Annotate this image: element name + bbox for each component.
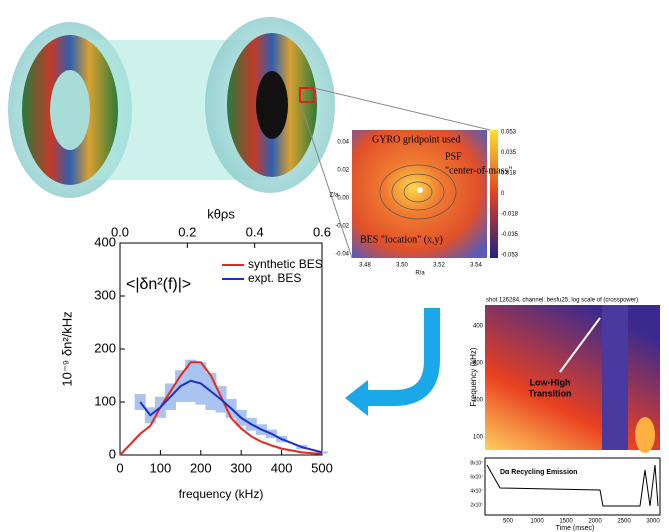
lower-title: Dα Recycling Emission: [500, 469, 577, 476]
y-tick-label: 300: [94, 287, 116, 302]
spectrogram-y-tick: 300: [473, 361, 484, 367]
inset-y-tick: -0.04: [335, 252, 349, 258]
time-tick: 2000: [588, 519, 602, 525]
time-tick: 3000: [646, 519, 660, 525]
spectrogram-annotation: Low-High: [530, 377, 571, 387]
inset-y-label: Z/a: [330, 193, 339, 199]
x-tick-label: 400: [271, 460, 293, 475]
figure: 0 100 200 300 400 0 100 200 300 400 500 0.0 0.2 0.4 0.…: [0, 0, 669, 532]
x2-tick-label: 0.4: [246, 224, 264, 239]
y-tick-label: 100: [94, 393, 116, 408]
lower-y-tick: 6x10⁷: [470, 474, 483, 480]
x-axis-label: frequency (kHz): [179, 487, 264, 501]
x-tick-label: 100: [150, 460, 172, 475]
y-axis-label: 10⁻⁹ δn²/kHz: [59, 311, 74, 386]
lower-y-tick: 4x10⁷: [470, 488, 483, 494]
colorbar-tick: -0.035: [501, 232, 519, 238]
spectrogram-y-tick: 100: [473, 435, 484, 441]
x2-tick-label: 0.0: [111, 224, 129, 239]
colorbar-tick: 0.018: [501, 171, 517, 177]
spectrogram-annotation: Transition: [528, 388, 571, 398]
inset-y-tick: 0.00: [337, 196, 349, 202]
x-tick-label: 0: [116, 460, 123, 475]
inset-y-tick: -0.02: [335, 224, 349, 230]
legend-label: expt. BES: [248, 271, 301, 285]
x2-tick-label: 0.6: [313, 224, 331, 239]
x-tick-label: 200: [190, 460, 212, 475]
inset-x-tick: 3.50: [396, 263, 408, 269]
spectrogram-y-tick: 400: [473, 324, 484, 330]
lower-y-tick: 2x10⁷: [470, 502, 483, 508]
colorbar-tick: 0: [501, 191, 505, 197]
time-tick: 1500: [559, 519, 573, 525]
y-tick-label: 0: [109, 446, 116, 461]
time-tick: 2500: [617, 519, 631, 525]
colorbar-tick: 0.053: [501, 130, 517, 136]
inset-label: GYRO gridpoint used: [372, 134, 460, 145]
lower-y-tick: 8x10⁷: [470, 460, 483, 466]
inset-label: BES "location" (x,y): [360, 234, 443, 245]
inset-x-tick: 3.54: [470, 263, 482, 269]
time-tick: 500: [503, 519, 514, 525]
inset-y-tick: 0.02: [337, 168, 349, 174]
inset-y-tick: 0.04: [337, 140, 349, 146]
colorbar-tick: -0.053: [501, 253, 519, 259]
spectrogram-y-tick: 200: [473, 398, 484, 404]
inset-label: PSF: [445, 151, 462, 162]
colorbar-tick: -0.018: [501, 212, 519, 218]
time-tick: 1000: [530, 519, 544, 525]
x2-tick-label: 0.2: [178, 224, 196, 239]
inset-x-tick: 3.48: [359, 263, 371, 269]
flow-arrow-head: [345, 380, 368, 416]
x-tick-label: 300: [230, 460, 252, 475]
time-label: Time (msec): [556, 525, 595, 532]
flow-arrow: [360, 308, 432, 398]
annotation: <|δn²(f)|>: [126, 276, 191, 293]
spectrogram-inset: [485, 305, 660, 515]
x2-axis-label: kθρs: [207, 206, 235, 221]
colorbar-tick: 0.035: [501, 150, 517, 156]
inset-x-tick: 3.52: [433, 263, 445, 269]
inset-x-label: R/a: [415, 271, 425, 277]
y-tick-label: 200: [94, 340, 116, 355]
spectrogram-title: shot 126284, channel: besfu25, log scale…: [486, 298, 638, 304]
legend-label: synthetic BES: [248, 257, 323, 271]
x-tick-label: 500: [311, 460, 333, 475]
